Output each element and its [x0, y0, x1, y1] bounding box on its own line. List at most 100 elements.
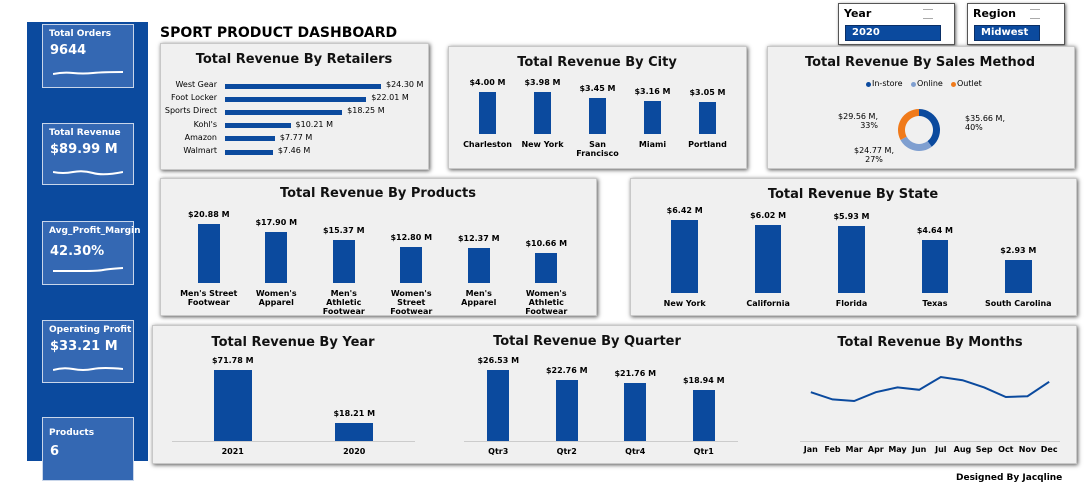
data-label: $26.53 M	[477, 356, 520, 365]
x-tick-label: Women's Street Footwear	[390, 289, 433, 316]
panel	[152, 325, 1077, 464]
x-tick-label: May	[888, 445, 907, 454]
data-label: $7.46 M	[277, 146, 311, 155]
x-tick-label: Women's Athletic Footwear	[525, 289, 568, 316]
panel	[160, 43, 429, 170]
bar	[213, 370, 252, 441]
chart-title: Total Revenue By Quarter	[493, 334, 681, 349]
kpi-card: Avg_Profit_Margin 42.30%	[42, 221, 141, 285]
data-label: $12.37 M	[457, 234, 500, 244]
bar	[838, 225, 865, 293]
kpi-label: Operating Profit	[49, 325, 132, 335]
y-tick-label: Kohl's	[193, 119, 217, 129]
x-tick-label: Florida	[835, 299, 868, 308]
dashboard-title: SPORT PRODUCT DASHBOARD	[160, 25, 398, 41]
kpi-label: Total Revenue	[49, 128, 121, 138]
bar	[225, 83, 381, 89]
bar	[1004, 259, 1032, 293]
axis-line	[800, 441, 1060, 442]
x-tick-label: Aug	[953, 445, 972, 454]
chart-title: Total Revenue By State	[767, 187, 939, 202]
bar	[225, 109, 343, 115]
data-label: $6.42 M	[666, 206, 703, 215]
data-label: $3.98 M	[524, 78, 561, 88]
legend-swatch	[911, 82, 916, 87]
slicer-icon	[1030, 9, 1040, 19]
data-label: $35.66 M, 40%	[965, 114, 1005, 132]
bar	[197, 224, 220, 283]
legend-label: Outlet	[957, 79, 982, 88]
kpi-value: 6	[50, 444, 60, 459]
x-tick-label: Oct	[998, 445, 1014, 454]
chart-title: Total Revenue By Products	[279, 186, 476, 201]
kpi-label: Avg_Profit_Margin	[49, 226, 141, 236]
kpi-card: Operating Profit $33.21 M	[42, 320, 134, 383]
donut-slice	[900, 136, 932, 152]
line	[810, 375, 1050, 403]
slicer-label: Region	[973, 7, 1016, 20]
legend-swatch	[866, 82, 871, 87]
x-tick-label: Portland	[688, 140, 727, 149]
x-tick-label: New York	[521, 140, 564, 149]
bar	[335, 422, 374, 441]
data-label: $12.80 M	[390, 232, 433, 242]
bar	[533, 92, 552, 134]
region-slicer[interactable]: Region Midwest	[967, 3, 1065, 45]
x-tick-label: Feb	[824, 445, 841, 454]
x-tick-label: Qtr4	[625, 447, 646, 456]
y-tick-label: Foot Locker	[171, 93, 217, 103]
slicer-icon	[923, 9, 933, 19]
kpi-card: Products 6	[42, 417, 134, 481]
kpi-card: Total Orders 9644	[42, 24, 134, 88]
panel	[160, 178, 597, 316]
data-label: $2.93 M	[1000, 245, 1037, 255]
x-tick-label: Jan	[803, 445, 818, 454]
sparkline	[53, 71, 123, 75]
bar	[467, 248, 490, 283]
bar	[555, 380, 578, 441]
chart-title: Total Revenue By Retailers	[195, 52, 393, 67]
data-label: $18.25 M	[347, 106, 385, 116]
x-tick-label: Men's Apparel	[461, 289, 497, 307]
y-tick-label: Sports Direct	[164, 106, 217, 116]
kpi-value: $33.21 M	[50, 339, 118, 354]
x-tick-label: Men's Street Footwear	[180, 289, 238, 307]
bar	[643, 100, 662, 134]
bar	[225, 96, 367, 102]
slicer-selected[interactable]: Midwest	[974, 25, 1040, 41]
data-label: $4.64 M	[916, 226, 953, 236]
data-label: $15.37 M	[322, 225, 365, 235]
x-tick-label: Miami	[638, 140, 667, 149]
x-tick-label: Jun	[911, 445, 927, 454]
kpi-label: Products	[49, 428, 95, 438]
data-label: $5.93 M	[833, 211, 870, 221]
data-label: $21.76 M	[614, 368, 657, 378]
data-label: $10.21 M	[295, 119, 333, 129]
x-tick-label: Charleston	[463, 140, 512, 149]
bar	[671, 220, 699, 293]
bar	[535, 252, 558, 283]
x-tick-label: 2021	[221, 447, 244, 456]
data-label: $18.21 M	[333, 408, 376, 418]
year-slicer[interactable]: Year 2020	[838, 3, 955, 45]
data-label: $22.01 M	[371, 93, 409, 103]
legend-label: Online	[917, 79, 943, 88]
kpi-value: 9644	[50, 43, 87, 58]
x-tick-label: Nov	[1018, 445, 1037, 454]
bar	[265, 232, 288, 283]
bar	[588, 97, 607, 134]
y-tick-label: Walmart	[183, 146, 217, 155]
x-tick-label: Qtr2	[556, 447, 577, 456]
chart-title: Total Revenue By Months	[837, 335, 1023, 350]
chart-title: Total Revenue By City	[517, 55, 677, 70]
slicer-selected[interactable]: 2020	[845, 25, 941, 41]
data-label: $24.30 M	[386, 80, 424, 89]
footer: Designed By Jacqline	[956, 473, 1063, 483]
x-tick-label: Women's Apparel	[255, 289, 297, 307]
chart-title: Total Revenue By Sales Method	[804, 55, 1036, 70]
bar	[624, 382, 647, 441]
bar	[225, 149, 273, 155]
x-tick-label: Sep	[975, 445, 993, 454]
x-tick-label: Jul	[935, 445, 947, 454]
